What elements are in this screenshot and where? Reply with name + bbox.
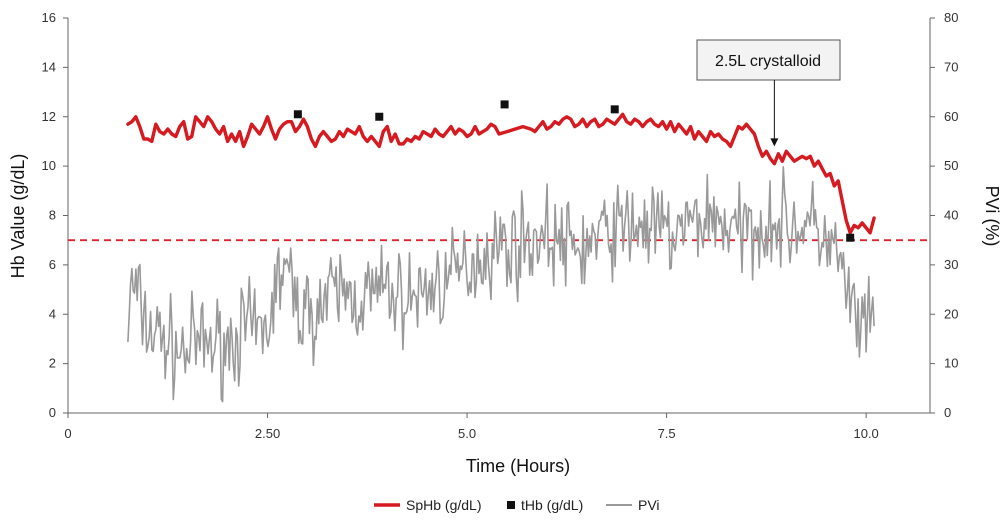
annotation-text: 2.5L crystalloid: [715, 53, 821, 70]
sphb-series-line: [126, 112, 876, 235]
right-y-tick-label: 20: [944, 306, 958, 321]
tick-marks: [63, 17, 935, 418]
left-y-tick-label: 16: [42, 10, 56, 25]
right-y-tick-label: 10: [944, 356, 958, 371]
thb-marker: [500, 100, 509, 109]
right-y-tick-label: 50: [944, 158, 958, 173]
x-axis-title: Time (Hours): [466, 456, 570, 476]
left-y-tick-label: 2: [49, 356, 56, 371]
left-y-tick-label: 8: [49, 208, 56, 223]
legend-label: tHb (g/dL): [521, 497, 583, 513]
plot-area: [63, 17, 935, 418]
x-tick-label: 10.0: [853, 426, 878, 441]
legend-swatch: [507, 501, 515, 509]
legend: SpHb (g/dL) tHb (g/dL) PVi: [374, 497, 660, 513]
x-tick-label: 2.50: [255, 426, 280, 441]
left-y-tick-label: 14: [42, 59, 56, 74]
annotation-pointer-arrowhead: [770, 138, 779, 147]
right-y-tick-label: 0: [944, 405, 951, 420]
annotation-callout: 2.5L crystalloid: [696, 39, 841, 147]
left-y-tick-label: 4: [49, 306, 56, 321]
marker-layer: [293, 100, 855, 242]
pvi-series-line: [127, 166, 875, 403]
x-tick-label: 5.0: [458, 426, 476, 441]
right-y-tick-label: 70: [944, 59, 958, 74]
thb-marker: [375, 112, 384, 121]
right-y-axis-title: PVi (%): [982, 186, 1000, 247]
right-y-tick-label: 80: [944, 10, 958, 25]
right-y-tick-label: 60: [944, 109, 958, 124]
thb-marker: [610, 105, 619, 114]
series-layer: [126, 112, 876, 403]
legend-label: SpHb (g/dL): [406, 497, 481, 513]
legend-label: PVi: [638, 497, 660, 513]
left-y-tick-label: 6: [49, 257, 56, 272]
left-y-axis-title: Hb Value (g/dL): [8, 154, 28, 279]
thb-marker: [846, 233, 855, 242]
right-y-tick-label: 30: [944, 257, 958, 272]
thb-marker: [293, 110, 302, 119]
annotation-box: [696, 39, 841, 81]
right-y-tick-label: 40: [944, 208, 958, 223]
x-tick-label: 7.5: [658, 426, 676, 441]
left-y-tick-label: 12: [42, 109, 56, 124]
x-tick-label: 0: [64, 426, 71, 441]
left-y-tick-label: 0: [49, 405, 56, 420]
left-y-tick-label: 10: [42, 158, 56, 173]
